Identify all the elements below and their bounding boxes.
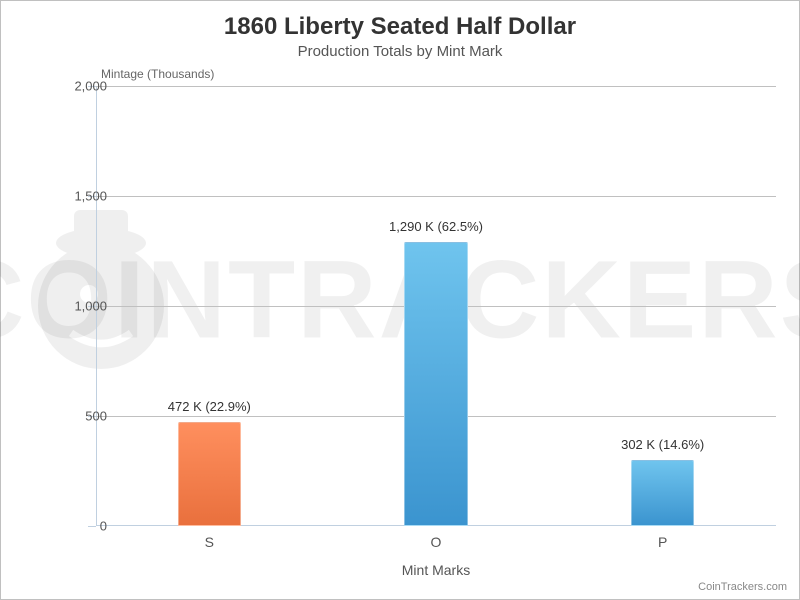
gridline bbox=[96, 86, 776, 87]
y-tick-label: 1,500 bbox=[74, 189, 107, 204]
x-axis-label: Mint Marks bbox=[402, 562, 470, 578]
y-tick-label: 500 bbox=[85, 409, 107, 424]
gridline bbox=[96, 196, 776, 197]
x-tick-label: S bbox=[205, 534, 214, 550]
x-tick-label: P bbox=[658, 534, 667, 550]
bar-o bbox=[404, 242, 467, 526]
bar-value-label: 472 K (22.9%) bbox=[168, 399, 251, 414]
chart-container: COINTRACKERS 1860 Liberty Seated Half Do… bbox=[1, 1, 799, 599]
credit-text: CoinTrackers.com bbox=[698, 581, 787, 593]
y-tick-label: 0 bbox=[100, 519, 107, 534]
bar-p bbox=[631, 460, 694, 526]
y-tick-mark bbox=[88, 526, 96, 527]
plot-area: Mint Marks 472 K (22.9%)S1,290 K (62.5%)… bbox=[96, 86, 776, 526]
bar-value-label: 1,290 K (62.5%) bbox=[389, 219, 483, 234]
x-tick-label: O bbox=[431, 534, 442, 550]
y-axis-label: Mintage (Thousands) bbox=[101, 67, 214, 81]
chart-title: 1860 Liberty Seated Half Dollar bbox=[1, 13, 799, 41]
bar-s bbox=[178, 422, 241, 526]
bar-value-label: 302 K (14.6%) bbox=[621, 437, 704, 452]
y-tick-label: 1,000 bbox=[74, 299, 107, 314]
y-tick-label: 2,000 bbox=[74, 79, 107, 94]
chart-subtitle: Production Totals by Mint Mark bbox=[1, 43, 799, 60]
